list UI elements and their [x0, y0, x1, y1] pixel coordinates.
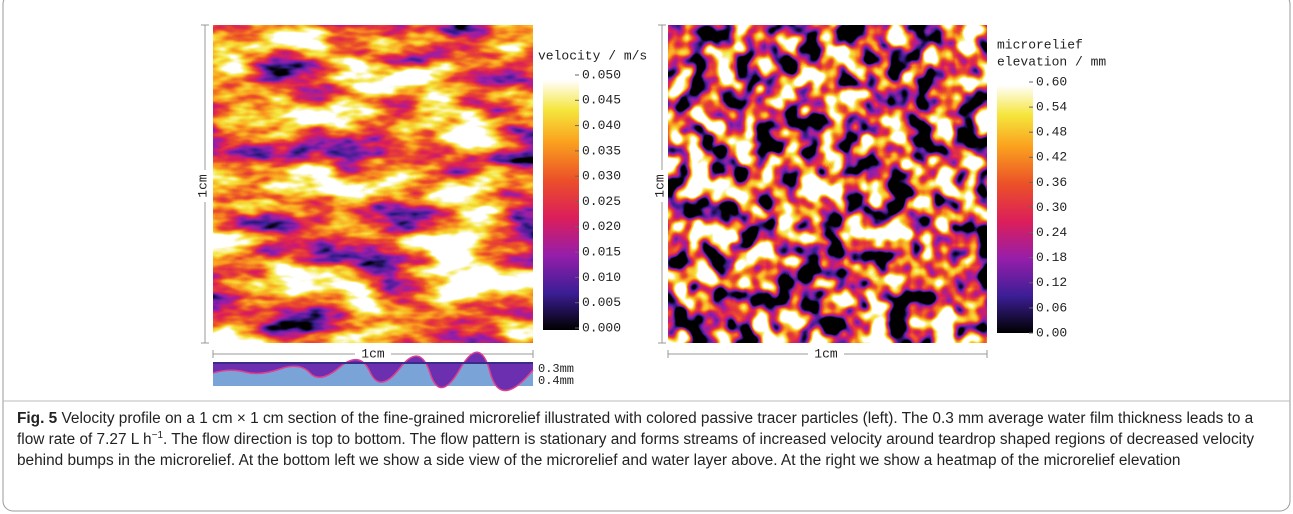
colorbar-tick-label: 0.06: [1036, 300, 1067, 315]
colorbar-tick-label: 0.000: [582, 320, 621, 335]
colorbar-tick-label: 0.24: [1036, 225, 1067, 240]
caption-text: . The flow direction is top to bottom. T…: [17, 431, 1255, 469]
side-label: 0.3mm: [538, 362, 574, 376]
colorbar-tick-label: 0.020: [582, 219, 621, 234]
caption-superscript: −1: [151, 429, 164, 441]
colorbar-tick-label: 0.18: [1036, 250, 1067, 265]
caption-text: Velocity profile on a 1 cm × 1 cm sectio…: [17, 410, 1254, 448]
colorbar-title: microrelief: [997, 37, 1083, 52]
water-layer: [213, 352, 533, 391]
colorbar-tick-label: 0.015: [582, 245, 621, 260]
caption: Fig. 5 Velocity profile on a 1 cm × 1 cm…: [17, 408, 1279, 471]
colorbar-tick-label: 0.36: [1036, 175, 1067, 190]
colorbar-tick-label: 0.54: [1036, 100, 1067, 115]
colorbar-tick-label: 0.42: [1036, 150, 1067, 165]
colorbar-title: velocity / m/s: [538, 48, 647, 63]
colorbar-tick-label: 0.040: [582, 118, 621, 133]
scale-label: 1cm: [195, 174, 210, 198]
colorbar-tick-label: 0.045: [582, 93, 621, 108]
colorbar-tick-label: 0.12: [1036, 275, 1067, 290]
colorbar-tick-label: 0.035: [582, 143, 621, 158]
caption-label: Fig. 5: [17, 410, 58, 427]
colorbar-tick-label: 0.00: [1036, 325, 1067, 340]
elevation-heatmap: [668, 25, 987, 343]
colorbar-tick-label: 0.010: [582, 270, 621, 285]
colorbar-tick-label: 0.025: [582, 194, 621, 209]
colorbar-tick-label: 0.48: [1036, 125, 1067, 140]
scale-label: 1cm: [652, 174, 667, 198]
velocity-heatmap: [213, 25, 533, 343]
colorbar: [997, 85, 1033, 333]
side-label: 0.4mm: [538, 374, 574, 388]
scale-label: 1cm: [361, 346, 385, 361]
colorbar-tick-label: 0.60: [1036, 74, 1067, 89]
colorbar: [543, 80, 579, 330]
colorbar-tick-label: 0.30: [1036, 200, 1067, 215]
scale-label: 1cm: [814, 346, 838, 361]
colorbar-tick-label: 0.050: [582, 67, 621, 82]
colorbar-tick-label: 0.005: [582, 295, 621, 310]
colorbar-tick-label: 0.030: [582, 169, 621, 184]
colorbar-title: elevation / mm: [997, 54, 1106, 69]
